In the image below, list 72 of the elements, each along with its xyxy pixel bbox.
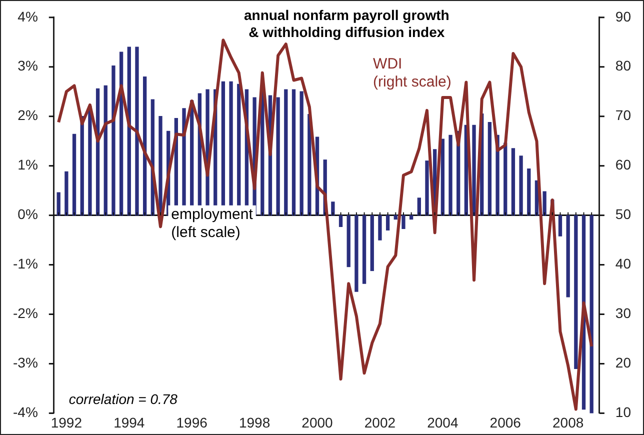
- y-tick-label: -3%: [12, 354, 38, 371]
- x-tick-label: 2000: [302, 414, 334, 430]
- x-tick-label: 1992: [50, 414, 82, 430]
- x-tick-label: 1994: [114, 414, 145, 430]
- x-tick-label: 2004: [427, 414, 458, 430]
- bar: [409, 214, 414, 220]
- bar: [566, 214, 570, 298]
- bar: [96, 88, 100, 216]
- bar: [472, 124, 476, 216]
- bar: [276, 97, 280, 216]
- bar: [394, 214, 398, 220]
- annotation: correlation = 0.78: [68, 391, 178, 408]
- bar: [417, 198, 421, 216]
- y-tick-label: -2%: [12, 305, 38, 322]
- x-tick-label: 1998: [238, 414, 270, 430]
- bar: [370, 214, 374, 272]
- bar: [64, 171, 68, 216]
- bar: [119, 52, 124, 216]
- y-tick-label: 0%: [18, 206, 38, 222]
- bar: [448, 134, 452, 216]
- bar: [354, 214, 358, 292]
- x-tick-label: 2002: [364, 414, 396, 430]
- bar: [135, 46, 139, 216]
- bar: [338, 214, 343, 228]
- bar: [127, 46, 131, 216]
- bar: [112, 66, 116, 216]
- x-tick-label: 2008: [552, 414, 584, 430]
- bar: [292, 89, 296, 216]
- bar: [378, 214, 382, 240]
- y-tick-label: 1%: [18, 156, 38, 173]
- x-tick-label: 1996: [176, 414, 208, 430]
- series-label: employment (left scale): [171, 206, 254, 242]
- bar: [574, 214, 578, 370]
- y2-tick-label: 90: [615, 8, 632, 24]
- bar: [300, 91, 304, 216]
- x-tick-label: 2006: [490, 414, 522, 430]
- bar: [542, 191, 546, 216]
- bar: [504, 142, 508, 216]
- y-tick-label: 4%: [18, 8, 38, 24]
- y2-tick-label: 80: [615, 58, 632, 74]
- y2-tick-label: 70: [615, 107, 632, 124]
- chart-title: annual nonfarm payroll growth & withholding diffusion index: [244, 6, 450, 40]
- y2-tick-label: 20: [615, 354, 632, 371]
- bar: [425, 160, 429, 216]
- y2-tick-label: 10: [615, 404, 632, 420]
- bar: [72, 134, 76, 216]
- y-tick-label: -1%: [12, 256, 38, 272]
- bar: [80, 116, 84, 216]
- y2-tick-label: 60: [615, 156, 632, 173]
- y2-tick-label: 50: [615, 206, 632, 222]
- y2-tick-label: 30: [615, 305, 632, 322]
- bar: [142, 76, 147, 216]
- bar: [386, 214, 390, 230]
- bar: [56, 192, 60, 216]
- bar: [590, 214, 594, 414]
- bar: [440, 138, 444, 216]
- y-tick-label: 2%: [18, 107, 38, 124]
- bar: [331, 202, 335, 216]
- bar: [284, 89, 288, 216]
- y2-tick-label: 40: [615, 256, 632, 272]
- y-tick-label: -4%: [12, 404, 38, 420]
- bar: [511, 148, 516, 216]
- bar: [362, 214, 366, 284]
- bar: [527, 168, 531, 216]
- bar: [488, 122, 492, 216]
- series-label: WDI (right scale): [373, 56, 452, 91]
- bar: [519, 156, 523, 216]
- bar: [346, 214, 350, 268]
- bar: [104, 85, 108, 216]
- y-tick-label: 3%: [18, 58, 38, 74]
- bar: [558, 214, 562, 236]
- bar: [402, 214, 406, 229]
